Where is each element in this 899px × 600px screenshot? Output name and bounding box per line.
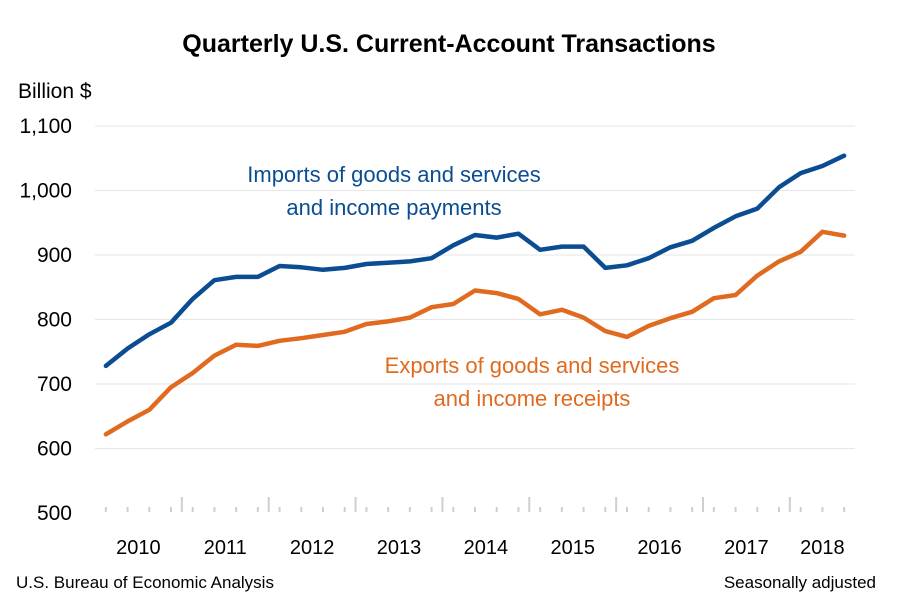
y-tick-label: 600 <box>37 438 72 461</box>
y-tick-labels: 500 600 700 800 900 1,000 1,100 <box>19 115 72 525</box>
x-tick-labels: 2010 2011 2012 2013 2014 2015 2016 2017 2018 <box>116 537 845 559</box>
gridlines <box>95 125 855 449</box>
x-tick-label: 2014 <box>464 537 509 559</box>
imports-series-label: Imports of goods and services and income … <box>247 162 540 220</box>
x-tick-label: 2013 <box>377 537 422 559</box>
chart-title: Quarterly U.S. Current-Account Transacti… <box>182 30 715 58</box>
x-tick-label: 2015 <box>550 537 595 559</box>
x-tick-label: 2017 <box>724 537 769 559</box>
seasonal-note: Seasonally adjusted <box>724 573 876 592</box>
y-tick-label: 900 <box>37 244 72 267</box>
y-tick-label: 700 <box>37 373 72 396</box>
y-tick-label: 1,100 <box>19 115 72 138</box>
y-axis-label: Billion $ <box>18 80 92 103</box>
x-tick-label: 2012 <box>290 537 335 559</box>
x-tick-label: 2016 <box>637 537 682 559</box>
x-tick-label: 2010 <box>116 537 161 559</box>
exports-series-label: Exports of goods and services and income … <box>385 353 680 411</box>
x-tick-label: 2018 <box>800 537 845 559</box>
source-note: U.S. Bureau of Economic Analysis <box>16 573 274 592</box>
exports-series-line <box>103 229 847 437</box>
x-axis-ticks <box>104 497 846 512</box>
y-tick-label: 1,000 <box>19 180 72 203</box>
x-tick-label: 2011 <box>204 537 247 559</box>
series-annotations: Imports of goods and services and income … <box>247 162 679 411</box>
series-lines <box>103 153 847 437</box>
y-tick-label: 800 <box>37 309 72 332</box>
imports-series-line <box>103 153 847 369</box>
y-tick-label: 500 <box>37 502 72 525</box>
